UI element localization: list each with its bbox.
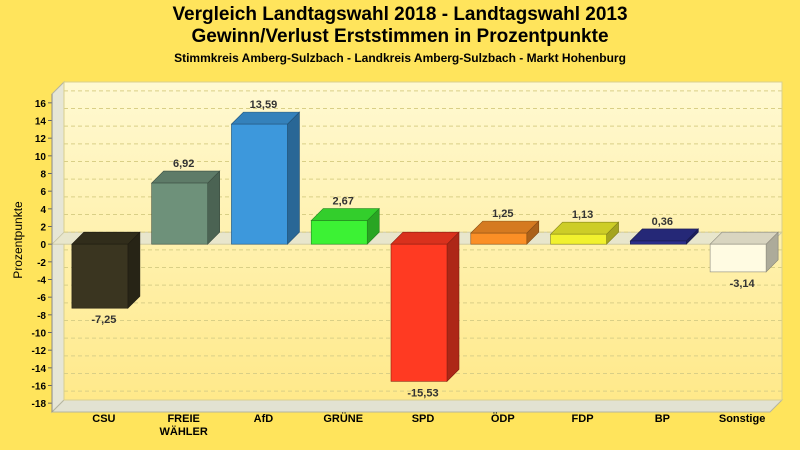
x-tick-label: GRÜNE [323,412,363,425]
bar-side [287,111,300,245]
x-tick-label: FDP [572,413,594,425]
x-tick-label: ÖDP [491,412,515,425]
bar-top [390,231,460,245]
bar-front [470,232,528,245]
value-label: 1,25 [492,208,513,220]
bar-top [310,208,380,221]
value-label: 13,59 [250,99,278,111]
bar-front [231,123,288,245]
value-label: 1,13 [572,209,593,221]
value-label: 2,67 [333,196,354,208]
value-label: -15,53 [407,387,438,399]
y-tick-label: 2 [40,223,46,234]
x-tick-label: AfD [254,413,274,425]
bar-top [71,231,141,245]
bar-top [150,170,221,184]
bar-csu [71,231,141,309]
y-axis: 16 14 12 10 8 6 4 2 0 -2 -4 -6 -8 -10 -12 -14 -16 -18 [32,94,53,412]
x-tick-label: SPD [412,413,435,425]
floor [50,399,784,413]
bar-top [470,220,540,234]
bar-top [549,221,620,235]
value-label: 0,36 [652,216,673,228]
bar-side [127,231,141,309]
bar-front [151,182,208,245]
y-tick-label: 12 [35,134,47,145]
bars [71,111,779,383]
y-tick-label: -18 [32,399,47,410]
bar-grüne [310,207,380,245]
x-tick-label: FREIE [167,413,199,425]
y-tick-label: -8 [37,311,46,322]
bar-bp [629,228,700,245]
y-tick-label: -6 [37,293,46,304]
bar-front [390,243,448,382]
x-tick-label: WÄHLER [160,425,208,438]
y-tick-label: 10 [35,152,47,163]
y-tick-label: -16 [32,382,47,393]
bar-afd [230,111,301,245]
x-tick-label: BP [655,413,670,425]
bar-sonstige [709,231,779,273]
bar-side [446,231,460,383]
y-tick-label: -12 [32,346,47,357]
bar-side [207,170,220,245]
y-tick-label: -10 [32,329,47,340]
y-tick-label: -2 [37,258,46,269]
bar-ödp [470,220,540,245]
chart-subtitle-2: Stimmkreis Amberg-Sulzbach - Landkreis A… [174,51,626,65]
bar-front [709,243,767,273]
bar-freie-wähler [150,170,221,245]
chart-title-block: Vergleich Landtagswahl 2018 - Landtagswa… [0,4,800,67]
value-label: -3,14 [730,278,756,290]
y-tick-label: 16 [35,99,47,110]
left-wall [51,80,65,414]
x-tick-label: Sonstige [719,413,765,425]
x-tick-label: CSU [92,413,115,425]
value-label: 6,92 [173,158,194,170]
value-label: -7,25 [91,314,116,326]
bar-top [709,231,779,245]
value-labels: -7,25 6,92 13,59 2,67 -15,53 1,25 1,13 0,36 -3,1… [91,99,755,399]
y-tick-label: 4 [40,205,46,216]
chart-title: Vergleich Landtagswahl 2018 - Landtagswa… [172,4,628,25]
bar-top [230,111,301,125]
y-tick-label: 8 [40,170,46,181]
y-tick-label: -4 [37,276,46,287]
bar-top [629,228,700,242]
y-tick-label: -14 [32,364,47,375]
y-tick-label: 14 [35,117,47,128]
bar-front [550,233,607,245]
bar-front [310,220,368,245]
y-tick-label: 6 [40,187,46,198]
chart-subtitle: Gewinn/Verlust Erststimmen in Prozentpun… [191,26,609,47]
y-tick-label: 0 [40,240,46,251]
bar-fdp [549,221,620,245]
bar-spd [390,231,460,383]
y-axis-label: Prozentpunkte [11,201,25,279]
bar-front [71,243,129,309]
bar-front [630,240,687,245]
